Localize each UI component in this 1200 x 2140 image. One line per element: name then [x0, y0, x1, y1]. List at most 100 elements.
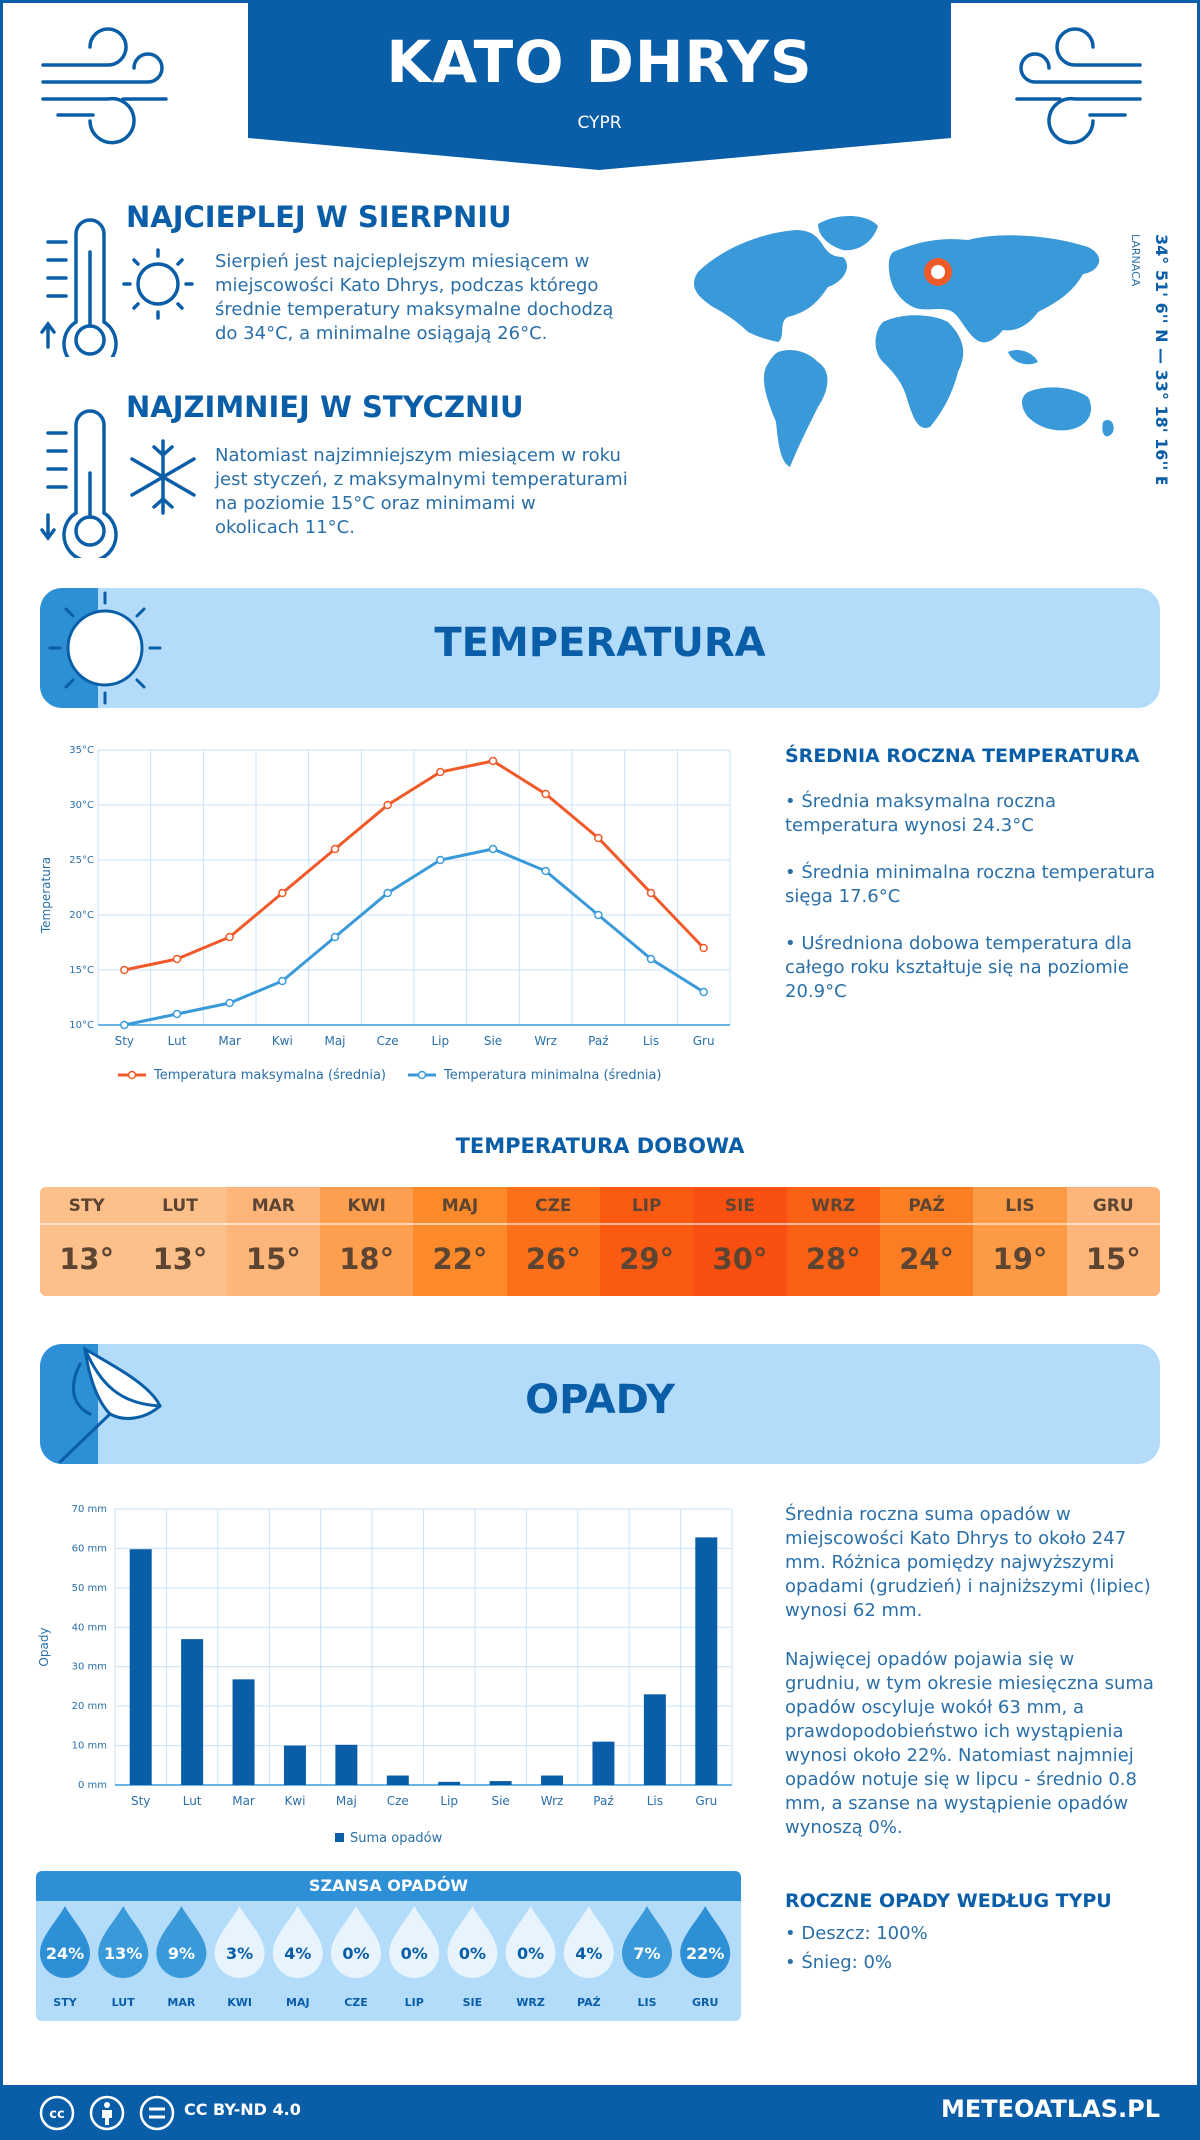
temperature-x-tick: Sty [115, 1034, 134, 1048]
precip-chance-month: LIS [637, 1996, 656, 2009]
precip-type-rain: • Deszcz: 100% [785, 1923, 928, 1944]
svg-text:34° 51' 6'' N — 33° 18' 16'' E: 34° 51' 6'' N — 33° 18' 16'' E [1152, 234, 1171, 484]
precip-chance-month: LIP [405, 1996, 424, 2009]
daily-temp-cell: WRZ 28° [786, 1187, 880, 1296]
site-link[interactable]: METEOATLAS.PL [940, 2095, 1160, 2123]
precipitation-chart: Opady 0 mm 10 mm 20 mm 30 mm 40 mm 50 mm 60 mm… [37, 1504, 733, 1846]
daily-temp-month: KWI [319, 1187, 414, 1225]
temperature-point [594, 833, 603, 843]
daily-temp-value: 29° [619, 1242, 675, 1276]
precip-chance-value: 13% [104, 1944, 142, 1963]
daily-temp-cell: STY 13° [40, 1187, 134, 1296]
daily-temp-table: STY 13° LUT 13° MAR 15° KWI 18° MAJ 22° CZE 26° LIP 2… [40, 1187, 1160, 1296]
temperature-point [120, 965, 129, 975]
annual-temp-avg: • Uśredniona dobowa temperatura dla całe… [785, 933, 1133, 1002]
daily-temp-value: 24° [899, 1242, 955, 1276]
temperature-point [172, 954, 182, 964]
daily-temp-value: 13° [152, 1242, 208, 1276]
precip-chance-drop [331, 1906, 381, 1978]
temperature-legend-label: Temperatura minimalna (średnia) [443, 1068, 661, 1083]
temperature-legend-marker [127, 1070, 137, 1080]
temperature-x-tick: Mar [218, 1034, 241, 1048]
temperature-y-tick: 15°C [69, 965, 94, 976]
temperature-point [646, 954, 656, 964]
temperature-x-tick: Lut [168, 1034, 187, 1048]
temperature-point [383, 888, 392, 898]
precipitation-bar [489, 1781, 512, 1785]
precipitation-y-tick: 30 mm [72, 1662, 107, 1673]
precipitation-y-tick: 60 mm [72, 1543, 107, 1554]
daily-temp-value: 26° [525, 1242, 581, 1276]
precip-chance-value: 24% [46, 1944, 84, 1963]
precip-chance-month: STY [53, 1996, 77, 2009]
precipitation-x-tick: Lut [183, 1794, 202, 1808]
daily-temp-cell: LUT 13° [133, 1187, 227, 1296]
temperature-point [278, 976, 287, 986]
temperature-series-line [124, 847, 705, 1027]
daily-temp-value: 30° [712, 1242, 768, 1276]
temperature-y-tick: 20°C [69, 910, 94, 921]
precipitation-x-tick: Paź [593, 1794, 613, 1808]
hottest-title: NAJCIEPLEJ W SIERPNIU [126, 200, 512, 234]
daily-temp-value: 15° [1085, 1242, 1141, 1276]
precip-chance-value: 0% [342, 1944, 369, 1963]
precipitation-bar [232, 1679, 255, 1785]
precip-chance-month: GRU [692, 1996, 718, 2009]
daily-temp-cell: KWI 18° [319, 1187, 414, 1296]
temperature-point [699, 943, 708, 953]
precip-summary: Średnia roczna suma opadów w miejscowośc… [785, 1504, 1151, 1621]
precip-chance-drop [272, 1906, 323, 1978]
precip-chance-value: 3% [226, 1944, 253, 1963]
precipitation-x-tick: Sty [131, 1794, 150, 1808]
temperature-y-tick: 30°C [69, 800, 94, 811]
precipitation-x-tick: Kwi [284, 1794, 305, 1808]
temperature-legend-label: Temperatura maksymalna (średnia) [153, 1068, 386, 1083]
svg-text:LARNACA: LARNACA [1129, 234, 1142, 287]
precipitation-bar [386, 1775, 409, 1785]
precipitation-x-tick: Maj [336, 1794, 357, 1808]
precipitation-x-tick: Cze [387, 1794, 409, 1808]
precipitation-band [40, 1344, 1160, 1464]
precip-chance-drop [563, 1906, 614, 1978]
annual-temp-min: • Średnia minimalna roczna temperatura s… [785, 862, 1156, 907]
daily-temp-month: MAR [226, 1187, 320, 1225]
temperature-x-tick: Lis [643, 1034, 659, 1048]
daily-temp-month: STY [40, 1187, 134, 1225]
precip-details: Najwięcej opadów pojawia się w grudniu, … [785, 1649, 1154, 1838]
daily-temp-cell: MAR 15° [226, 1187, 320, 1296]
precip-chance-month: MAR [167, 1996, 195, 2009]
temperature-point [436, 767, 445, 777]
thermometer-cold-icon [40, 409, 196, 558]
daily-temp-month: PAŹ [879, 1187, 974, 1225]
temperature-point [225, 932, 234, 942]
precipitation-legend-label: Suma opadów [350, 1831, 443, 1846]
temperature-point [225, 998, 234, 1008]
daily-temp-cell: PAŹ 24° [879, 1187, 974, 1296]
daily-temp-title: TEMPERATURA DOBOWA [455, 1134, 745, 1158]
temperature-series-line [124, 759, 705, 972]
daily-temp-value: 28° [805, 1242, 861, 1276]
temperature-x-tick: Wrz [534, 1034, 557, 1048]
precipitation-y-tick: 20 mm [72, 1701, 107, 1712]
daily-temp-month: GRU [1066, 1187, 1160, 1225]
daily-temp-value: 18° [339, 1242, 395, 1276]
temperature-point [541, 866, 550, 876]
precipitation-y-tick: 50 mm [72, 1583, 107, 1594]
precipitation-bar [283, 1745, 306, 1785]
temperature-x-tick: Sie [484, 1034, 502, 1048]
annual-temp-title: ŚREDNIA ROCZNA TEMPERATURA [785, 745, 1140, 767]
precipitation-bar [438, 1781, 461, 1785]
footer [0, 2085, 1200, 2140]
precip-chance-month: CZE [344, 1996, 368, 2009]
precip-chance-title: SZANSA OPADÓW [36, 1871, 741, 1901]
umbrella-rain-icon [58, 1346, 162, 1464]
temperature-point [646, 888, 656, 898]
temperature-point [383, 800, 392, 810]
precipitation-y-tick: 0 mm [78, 1780, 107, 1791]
daily-temp-month: SIE [693, 1187, 787, 1225]
temperature-band [40, 588, 1160, 708]
precip-chance-drop [505, 1906, 556, 1978]
precip-chance-month: LUT [112, 1996, 136, 2009]
precip-chance-drop [447, 1906, 498, 1978]
temperature-point [120, 1020, 129, 1030]
